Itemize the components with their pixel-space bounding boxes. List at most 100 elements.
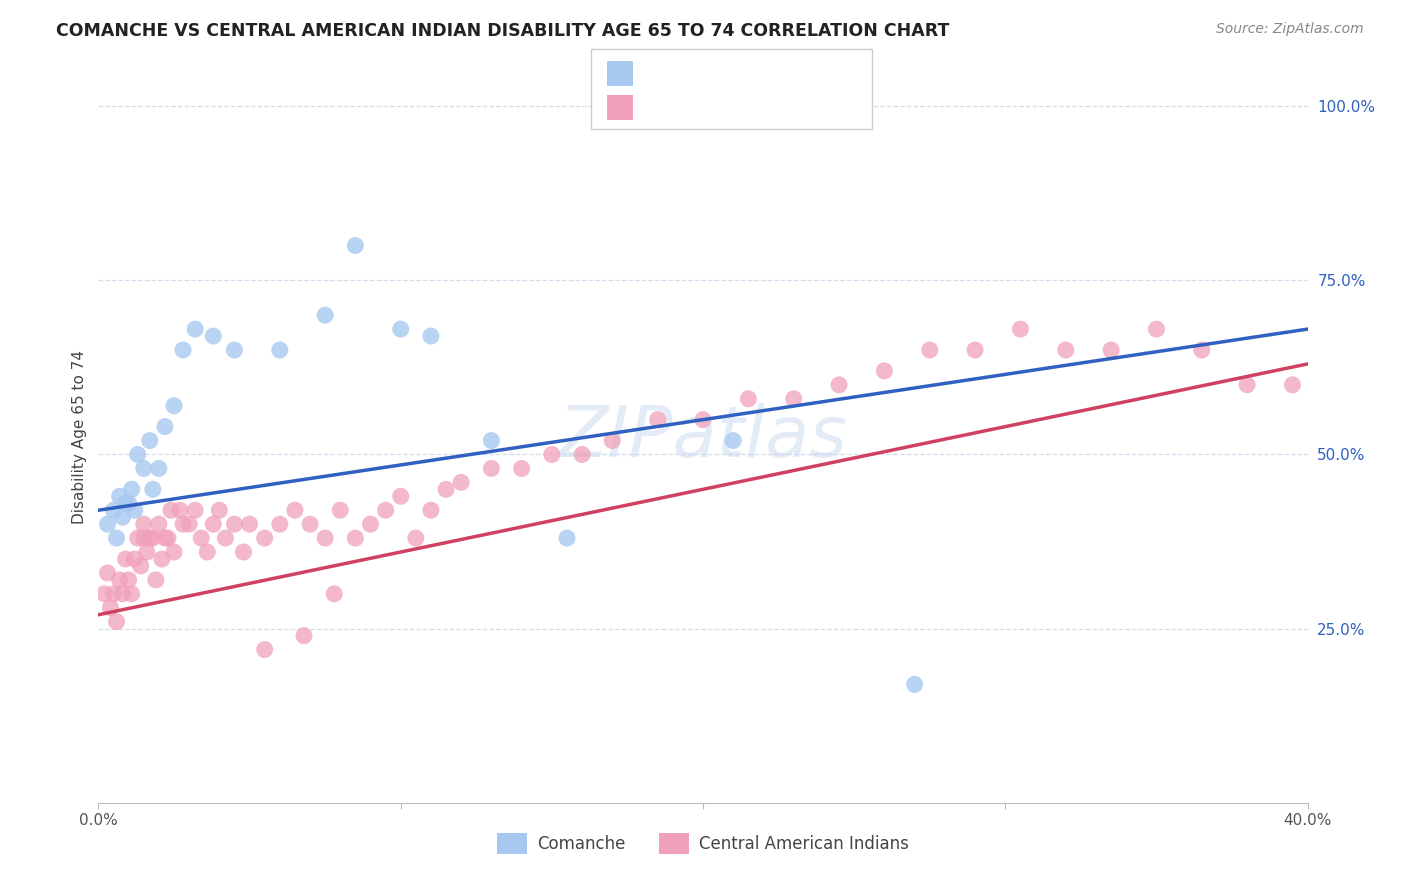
Point [121, 483, 143, 497]
Point [135, 545, 157, 559]
Point [150, 552, 173, 566]
Point [918, 343, 941, 357]
Point [132, 461, 155, 475]
Point [172, 343, 194, 357]
Text: N =: N = [742, 99, 779, 117]
Point [202, 517, 225, 532]
Point [172, 517, 194, 532]
Point [510, 461, 533, 475]
Point [374, 503, 396, 517]
Point [828, 377, 851, 392]
Point [105, 531, 128, 545]
Point [145, 573, 167, 587]
Point [292, 629, 315, 643]
Point [208, 503, 231, 517]
Point [184, 503, 207, 517]
Point [1191, 343, 1213, 357]
Point [100, 600, 122, 615]
Point [323, 587, 346, 601]
Point [153, 419, 176, 434]
Point [314, 531, 336, 545]
Point [692, 412, 714, 426]
Point [723, 434, 745, 448]
Point [434, 483, 457, 497]
Point [111, 510, 134, 524]
Text: R =: R = [647, 99, 683, 117]
Point [114, 496, 136, 510]
Point [156, 531, 179, 545]
Point [224, 343, 246, 357]
Point [873, 364, 896, 378]
Text: R =: R = [647, 64, 683, 82]
Point [389, 489, 412, 503]
Point [142, 531, 165, 545]
Point [540, 448, 562, 462]
Point [253, 531, 276, 545]
Point [148, 461, 170, 475]
Point [299, 517, 322, 532]
Point [1010, 322, 1032, 336]
Point [169, 503, 191, 517]
Point [420, 503, 443, 517]
Point [148, 517, 170, 532]
Point [163, 399, 186, 413]
Point [420, 329, 443, 343]
Point [232, 545, 254, 559]
Point [160, 503, 183, 517]
Point [190, 531, 212, 545]
Text: 29: 29 [779, 64, 803, 82]
Point [904, 677, 927, 691]
Point [269, 343, 291, 357]
Point [344, 238, 367, 252]
Text: 0.331: 0.331 [685, 64, 737, 82]
Point [405, 531, 427, 545]
Text: COMANCHE VS CENTRAL AMERICAN INDIAN DISABILITY AGE 65 TO 74 CORRELATION CHART: COMANCHE VS CENTRAL AMERICAN INDIAN DISA… [56, 22, 949, 40]
Point [284, 503, 307, 517]
Point [1054, 343, 1077, 357]
Point [1281, 377, 1303, 392]
Point [129, 558, 152, 573]
Point [239, 517, 262, 532]
Text: 74: 74 [779, 99, 803, 117]
Point [360, 517, 382, 532]
Point [1236, 377, 1258, 392]
Point [139, 434, 162, 448]
Point [647, 412, 669, 426]
Text: Source: ZipAtlas.com: Source: ZipAtlas.com [1216, 22, 1364, 37]
Point [108, 489, 131, 503]
Point [202, 329, 225, 343]
Point [127, 448, 149, 462]
Point [314, 308, 336, 322]
Point [965, 343, 987, 357]
Legend: Comanche, Central American Indians: Comanche, Central American Indians [491, 827, 915, 860]
Point [344, 531, 367, 545]
Text: ZIPatlas: ZIPatlas [558, 402, 848, 472]
Point [450, 475, 472, 490]
Point [214, 531, 236, 545]
Point [153, 531, 176, 545]
Point [96, 517, 118, 532]
Point [142, 483, 165, 497]
Point [737, 392, 759, 406]
Point [1099, 343, 1122, 357]
Point [114, 552, 136, 566]
Point [269, 517, 291, 532]
Text: N =: N = [742, 64, 779, 82]
Point [103, 587, 125, 601]
Point [163, 545, 186, 559]
Point [93, 587, 115, 601]
Point [127, 531, 149, 545]
Point [124, 503, 146, 517]
Point [103, 503, 125, 517]
Y-axis label: Disability Age 65 to 74: Disability Age 65 to 74 [72, 350, 87, 524]
Point [184, 322, 207, 336]
Point [555, 531, 578, 545]
Point [783, 392, 806, 406]
Point [481, 461, 503, 475]
Point [139, 531, 162, 545]
Point [132, 517, 155, 532]
Point [105, 615, 128, 629]
Point [118, 573, 141, 587]
Point [1144, 322, 1167, 336]
Point [96, 566, 118, 580]
